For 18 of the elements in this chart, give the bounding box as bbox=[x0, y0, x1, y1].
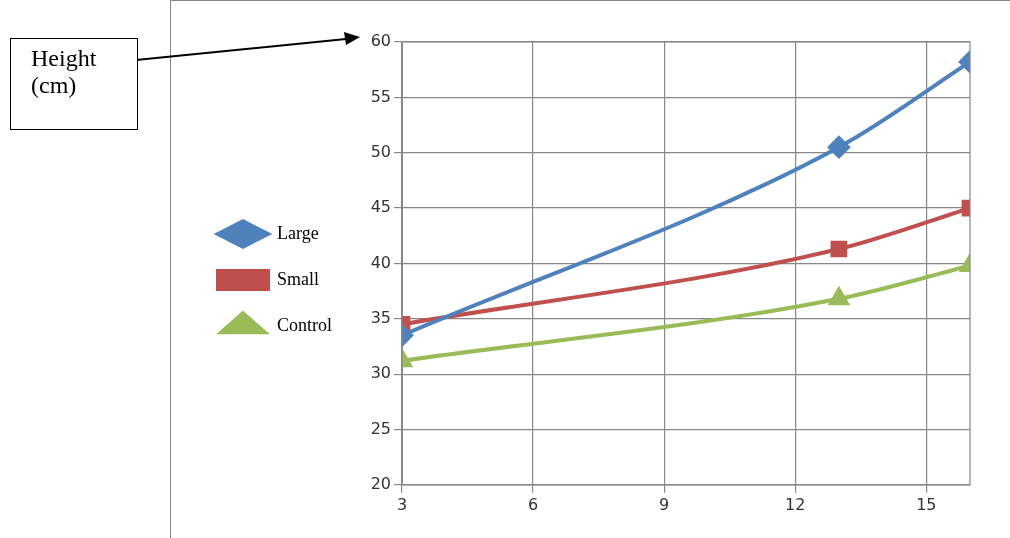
x-tick-label: 3 bbox=[396, 494, 408, 514]
legend-label: Large bbox=[277, 222, 319, 243]
y-tick-label: 30 bbox=[370, 363, 391, 383]
legend-label: Control bbox=[277, 314, 333, 335]
y-tick-label: 25 bbox=[370, 418, 391, 438]
x-tick-label: 12 bbox=[785, 494, 806, 514]
x-tick-label: 6 bbox=[527, 494, 539, 514]
text: Height (cm) bbox=[10, 38, 138, 130]
y-tick-label: 50 bbox=[370, 141, 391, 161]
x-tick-label: 9 bbox=[659, 494, 670, 514]
y-tick-label: 35 bbox=[370, 307, 391, 327]
y-tick-label: 60 bbox=[370, 31, 391, 51]
y-tick-label: 55 bbox=[370, 86, 391, 106]
y-tick-label: 20 bbox=[370, 473, 391, 493]
y-tick-label: 40 bbox=[370, 252, 391, 272]
legend-label: Small bbox=[277, 268, 320, 289]
x-tick-label: 15 bbox=[916, 494, 937, 514]
y-tick-label: 45 bbox=[370, 197, 391, 217]
